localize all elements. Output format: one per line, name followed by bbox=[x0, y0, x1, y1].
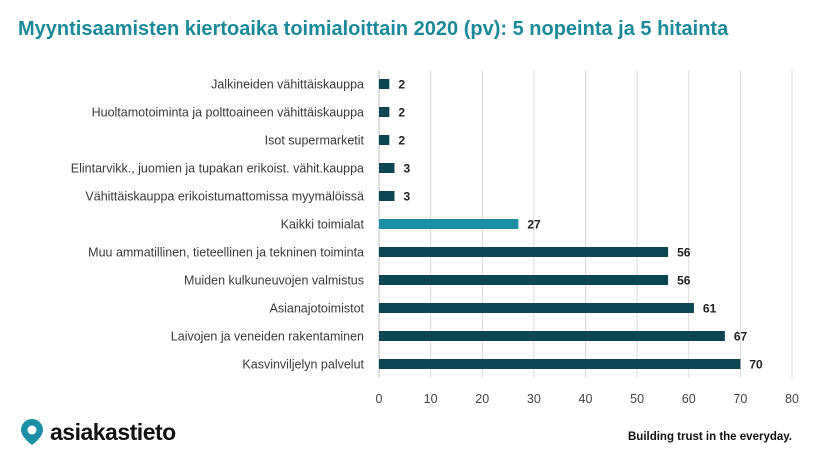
data-label: 56 bbox=[677, 246, 691, 260]
category-label: Muiden kulkuneuvojen valmistus bbox=[184, 274, 364, 288]
bar bbox=[379, 107, 390, 117]
category-label: Vähittäiskauppa erikoistumattomissa myym… bbox=[85, 190, 364, 204]
category-label: Kasvinviljelyn palvelut bbox=[242, 358, 364, 372]
data-label: 61 bbox=[703, 302, 717, 316]
data-label: 56 bbox=[677, 274, 691, 288]
location-pin-icon bbox=[21, 419, 43, 445]
bar bbox=[379, 275, 669, 285]
bar bbox=[379, 191, 395, 201]
category-label: Kaikki toimialat bbox=[281, 218, 365, 232]
brand-name: asiakastieto bbox=[50, 418, 176, 445]
brand-logo: asiakastieto bbox=[20, 418, 176, 446]
category-label: Jalkineiden vähittäiskauppa bbox=[211, 78, 364, 92]
category-label: Laivojen ja veneiden rakentaminen bbox=[171, 330, 364, 344]
bar bbox=[379, 303, 694, 313]
data-label: 2 bbox=[398, 106, 405, 120]
data-label: 67 bbox=[734, 330, 748, 344]
x-tick-label: 80 bbox=[785, 392, 799, 406]
bar bbox=[379, 359, 741, 369]
chart-title: Myyntisaamisten kiertoaika toimialoittai… bbox=[18, 18, 729, 40]
x-tick-label: 0 bbox=[376, 392, 383, 406]
bar bbox=[379, 247, 669, 257]
data-label: 27 bbox=[527, 218, 541, 232]
bar bbox=[379, 79, 390, 89]
bar bbox=[379, 163, 395, 173]
data-label: 70 bbox=[749, 358, 763, 372]
data-label: 3 bbox=[403, 162, 410, 176]
data-label: 2 bbox=[398, 134, 405, 148]
bar bbox=[379, 331, 725, 341]
data-label: 3 bbox=[403, 190, 410, 204]
x-tick-label: 20 bbox=[475, 392, 489, 406]
x-tick-label: 10 bbox=[424, 392, 438, 406]
x-tick-label: 60 bbox=[682, 392, 696, 406]
x-tick-label: 40 bbox=[579, 392, 593, 406]
data-label: 2 bbox=[398, 78, 405, 92]
x-tick-label: 70 bbox=[733, 392, 747, 406]
x-tick-label: 30 bbox=[527, 392, 541, 406]
category-label: Asianajotoimistot bbox=[270, 302, 365, 316]
category-label: Elintarvikk., juomien ja tupakan erikois… bbox=[71, 162, 364, 176]
category-label: Isot supermarketit bbox=[265, 134, 365, 148]
x-tick-label: 50 bbox=[630, 392, 644, 406]
bar bbox=[379, 219, 519, 229]
category-label: Muu ammatillinen, tieteellinen ja teknin… bbox=[88, 246, 364, 260]
bar bbox=[379, 135, 390, 145]
brand-tagline: Building trust in the everyday. bbox=[627, 431, 792, 443]
category-label: Huoltamotoiminta ja polttoaineen vähittä… bbox=[92, 106, 364, 120]
